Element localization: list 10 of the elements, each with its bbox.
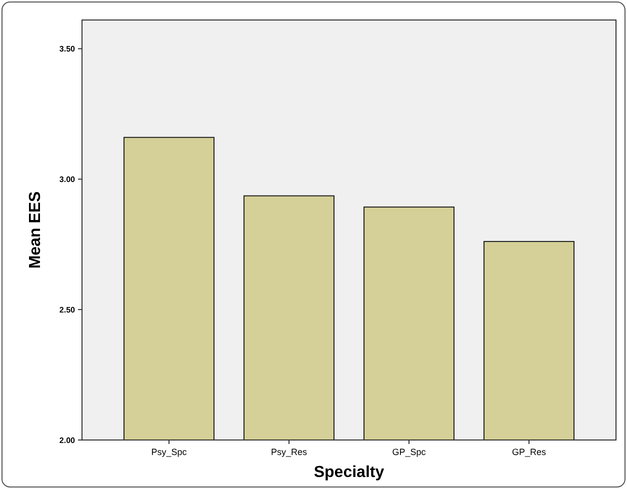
y-tick-label: 3.50 (59, 44, 76, 54)
y-axis-title: Mean EES (27, 190, 44, 269)
y-tick-label: 2.00 (59, 436, 76, 445)
x-tick-label: Psy_Res (270, 447, 308, 457)
x-tick-label: Psy_Spc (151, 447, 188, 457)
x-tick-label: GP_Spc (392, 447, 426, 457)
y-tick-label: 2.50 (59, 305, 76, 314)
x-axis-title: Specialty (314, 464, 384, 481)
x-tick-label: GP_Res (512, 447, 547, 457)
y-tick-label: 3.00 (59, 174, 76, 184)
